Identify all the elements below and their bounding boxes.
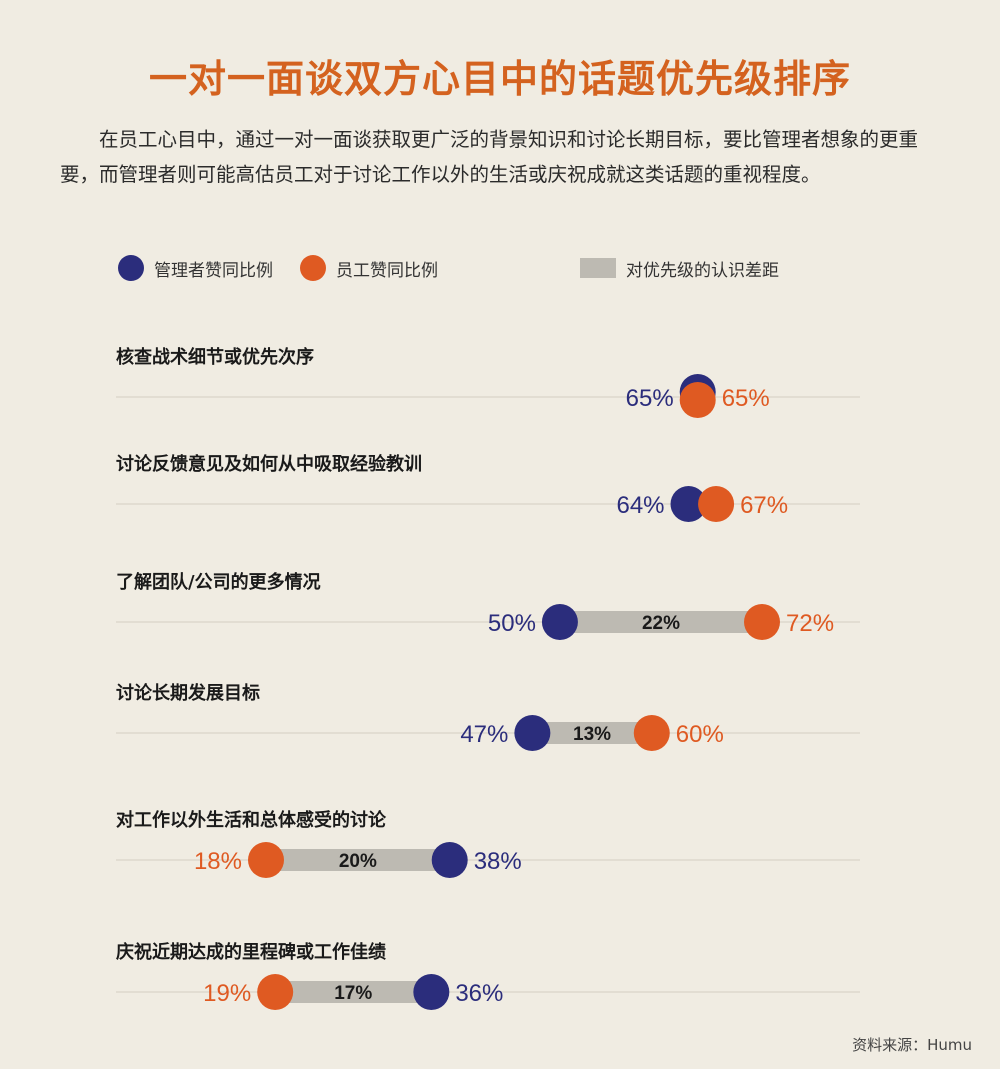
value-label: 36% [455, 980, 503, 1007]
employee-dot [698, 486, 735, 522]
gap-bar-icon [580, 258, 616, 278]
employee-dot [744, 604, 780, 640]
employee-dot [633, 715, 670, 751]
gap-label: 17% [334, 983, 372, 1004]
legend-employee-label: 员工赞同比例 [336, 260, 438, 281]
employee-dot [248, 842, 284, 878]
employee-dot-icon [300, 255, 326, 281]
value-label: 65% [722, 385, 770, 412]
value-label: 47% [460, 721, 508, 748]
manager-dot [514, 715, 551, 751]
category-label: 对工作以外生活和总体感受的讨论 [116, 809, 387, 831]
manager-dot-icon [118, 255, 144, 281]
chart-title: 一对一面谈双方心目中的话题优先级排序 [148, 56, 851, 101]
gap-label: 13% [573, 724, 611, 745]
manager-dot [431, 842, 468, 878]
value-label: 50% [488, 610, 536, 637]
manager-dot [413, 974, 450, 1010]
legend-manager-label: 管理者赞同比例 [154, 260, 273, 281]
gap-bar [559, 611, 762, 633]
employee-dot [679, 382, 716, 418]
category-label: 核查战术细节或优先次序 [116, 346, 314, 368]
gap-bar [532, 722, 652, 744]
chart-subtitle: 在员工心目中，通过一对一面谈获取更广泛的背景知识和讨论长期目标，要比管理者想象的… [60, 128, 919, 187]
gap-label: 20% [339, 851, 377, 872]
employee-dot [257, 974, 294, 1010]
legend-gap-label: 对优先级的认识差距 [626, 260, 779, 281]
value-label: 72% [786, 610, 834, 637]
value-label: 18% [194, 848, 242, 875]
value-label: 19% [203, 980, 251, 1007]
category-label: 讨论长期发展目标 [116, 682, 260, 704]
manager-dot [670, 486, 707, 522]
category-label: 庆祝近期达成的里程碑或工作佳绩 [116, 941, 386, 963]
gap-bar [275, 981, 432, 1003]
value-label: 65% [626, 385, 674, 412]
category-label: 了解团队/公司的更多情况 [116, 571, 321, 593]
value-label: 60% [676, 721, 724, 748]
legend-manager: 管理者赞同比例 [118, 254, 273, 282]
category-label: 讨论反馈意见及如何从中吸取经验教训 [116, 453, 422, 475]
value-label: 38% [474, 848, 522, 875]
value-label: 64% [616, 492, 664, 519]
legend-gap: 对优先级的认识差距 [580, 254, 779, 282]
gap-bar [266, 849, 450, 871]
value-label: 67% [740, 492, 788, 519]
legend-employee: 员工赞同比例 [300, 254, 438, 282]
manager-dot [541, 604, 578, 640]
source-note: 资料来源：Humu [852, 1036, 972, 1054]
gap-label: 22% [642, 613, 680, 634]
